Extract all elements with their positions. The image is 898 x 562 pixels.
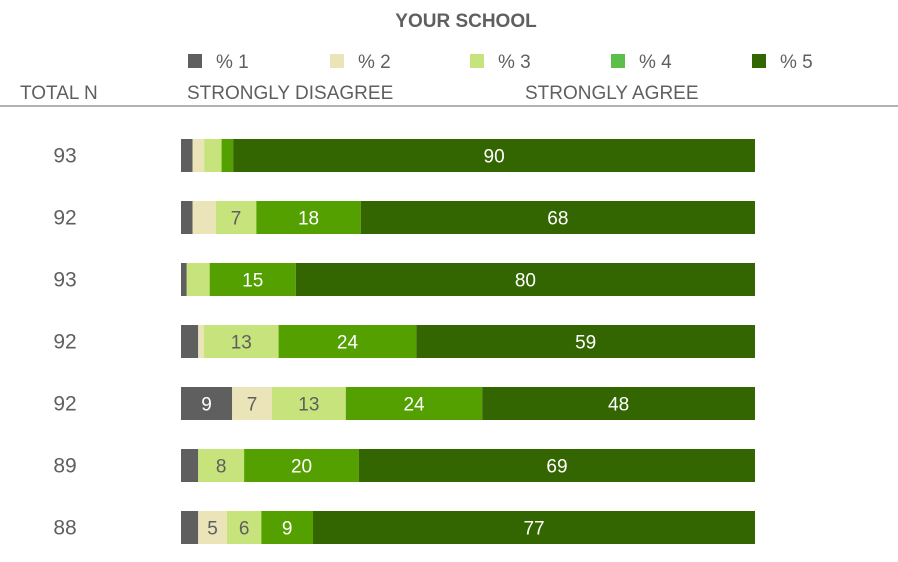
bar-segment-3: [215, 201, 257, 234]
total-n-value: 93: [53, 145, 76, 168]
bar-value-label: 20: [291, 457, 312, 478]
bar-segment-3: [204, 139, 222, 172]
bar-segment-1: [181, 511, 199, 544]
legend-swatch-4: [611, 54, 625, 68]
bar-segment-3: [203, 325, 279, 358]
legend-label-1: % 1: [216, 52, 249, 73]
bar-value-label: 9: [282, 519, 293, 540]
bar-value-label: 13: [231, 333, 252, 354]
bar-value-label: 15: [242, 271, 263, 292]
bar-row: 89 8 20 69: [53, 449, 755, 482]
bar-row: 92 7 18 68: [53, 201, 755, 234]
bar-value-label: 59: [575, 333, 596, 354]
total-n-value: 89: [53, 455, 76, 478]
chart-title: YOUR SCHOOL: [395, 11, 537, 32]
bar-segment-5: [360, 201, 755, 234]
legend-swatch-5: [752, 54, 766, 68]
bar-segment-5: [313, 511, 755, 544]
bar-segment-4: [261, 511, 314, 544]
bar-value-label: 77: [523, 519, 544, 540]
legend-swatch-3: [470, 54, 484, 68]
bar-segment-2: [232, 387, 272, 420]
bar-segment-1: [181, 139, 193, 172]
bar-value-label: 24: [403, 395, 425, 416]
bar-segment-2: [192, 139, 205, 172]
bar-segment-1: [181, 449, 199, 482]
legend-label-4: % 4: [639, 52, 672, 73]
bar-segment-4: [209, 263, 296, 296]
bar-segment-2: [198, 325, 204, 358]
total-n-header: TOTAL N: [20, 83, 98, 104]
strongly-disagree-label: STRONGLY DISAGREE: [187, 83, 393, 104]
bar-segment-3: [198, 449, 245, 482]
header-divider: [0, 105, 898, 107]
bar-segment-5: [295, 263, 755, 296]
bar-row: 92 9 7 13 24 48: [53, 387, 755, 420]
bar-value-label: 13: [298, 395, 319, 416]
bar-value-label: 7: [247, 395, 258, 416]
strongly-agree-label: STRONGLY AGREE: [525, 83, 699, 104]
bar-segment-3: [226, 511, 262, 544]
bar-segment-5: [482, 387, 755, 420]
bar-segment-5: [358, 449, 755, 482]
bar-row: 93 90: [53, 139, 755, 172]
bar-value-label: 68: [547, 209, 568, 230]
bar-segment-2: [192, 201, 216, 234]
bar-segment-1: [181, 263, 187, 296]
bar-value-label: 80: [515, 271, 536, 292]
bar-segment-4: [345, 387, 483, 420]
bar-segment-1: [181, 325, 199, 358]
total-n-value: 88: [53, 517, 76, 540]
bar-value-label: 24: [337, 333, 359, 354]
bar-value-label: 69: [546, 457, 567, 478]
bar-segment-1: [181, 201, 193, 234]
legend-label-5: % 5: [780, 52, 813, 73]
bar-segment-4: [244, 449, 359, 482]
total-n-value: 92: [53, 393, 76, 416]
bar-segment-3: [271, 387, 346, 420]
bar-segment-5: [416, 325, 755, 358]
legend-label-3: % 3: [498, 52, 531, 73]
legend-label-2: % 2: [358, 52, 391, 73]
bar-segment-1: [181, 387, 233, 420]
bar-segment-5: [233, 139, 755, 172]
bar-segment-4: [256, 201, 361, 234]
bar-row: 93 15 80: [53, 263, 755, 296]
bar-value-label: 8: [216, 457, 227, 478]
legend-swatch-1: [188, 54, 202, 68]
bar-segment-2: [198, 511, 227, 544]
bar-value-label: 5: [207, 519, 218, 540]
bar-row: 92 13 24 59: [53, 325, 755, 358]
bar-value-label: 9: [201, 395, 212, 416]
bar-value-label: 6: [239, 519, 250, 540]
total-n-value: 93: [53, 269, 76, 292]
legend-swatch-2: [330, 54, 344, 68]
bar-value-label: 90: [484, 147, 505, 168]
bar-value-label: 18: [298, 209, 319, 230]
total-n-value: 92: [53, 331, 76, 354]
bar-value-label: 7: [231, 209, 242, 230]
bar-segment-3: [186, 263, 210, 296]
bar-row: 88 5 6 9 77: [53, 511, 755, 544]
bar-segment-4: [278, 325, 417, 358]
bar-value-label: 48: [608, 395, 629, 416]
total-n-value: 92: [53, 207, 76, 230]
bar-segment-4: [221, 139, 234, 172]
legend: % 1 % 2 % 3 % 4 % 5: [188, 52, 813, 73]
